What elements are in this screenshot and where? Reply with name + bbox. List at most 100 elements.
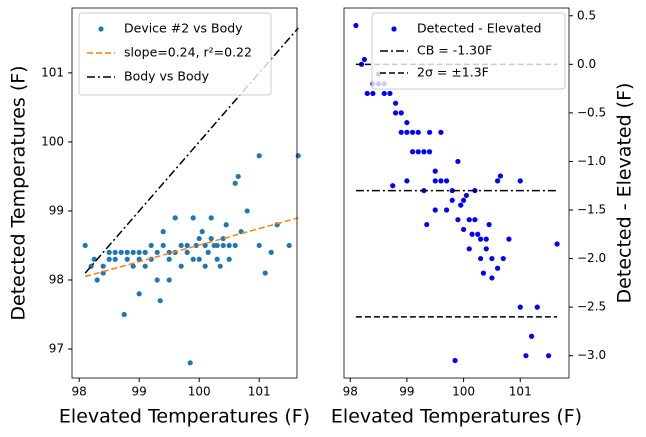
point xyxy=(205,249,211,255)
point xyxy=(202,242,208,249)
y-tick-label: 0.0 xyxy=(577,57,596,71)
point xyxy=(483,246,489,252)
legend: Detected - Elevated CB = -1.30F 2σ = ±1.3F xyxy=(371,12,566,90)
point xyxy=(426,149,433,155)
point xyxy=(256,242,262,249)
point xyxy=(390,183,396,189)
point xyxy=(121,311,127,318)
y-tick-label: −2.5 xyxy=(577,300,606,314)
y-tick-label: 101 xyxy=(41,65,64,79)
point xyxy=(118,249,124,255)
point xyxy=(494,265,501,271)
legend-label: 2σ = ±1.3F xyxy=(417,65,489,80)
point xyxy=(154,277,160,283)
y-tick-label: −3.0 xyxy=(577,348,606,362)
legend-marker xyxy=(391,26,397,32)
point xyxy=(404,178,410,184)
point xyxy=(398,129,404,135)
point xyxy=(184,249,190,255)
point xyxy=(187,360,193,366)
point xyxy=(286,242,292,249)
point xyxy=(136,291,142,297)
point xyxy=(232,242,238,249)
point xyxy=(262,270,268,276)
point xyxy=(477,255,484,262)
y-axis-label: Detected Temperatures (F) xyxy=(8,65,30,320)
point xyxy=(404,119,410,126)
point xyxy=(106,256,112,262)
point xyxy=(500,255,506,262)
point xyxy=(455,158,461,165)
point xyxy=(208,215,214,221)
point xyxy=(472,217,478,223)
point xyxy=(94,277,100,283)
point xyxy=(415,129,421,135)
point xyxy=(220,235,226,242)
y-tick-label: 0.5 xyxy=(577,8,596,22)
point xyxy=(232,180,238,186)
point xyxy=(178,242,184,249)
point xyxy=(424,221,430,228)
point xyxy=(534,304,540,310)
point xyxy=(172,215,178,221)
point xyxy=(463,192,470,199)
point xyxy=(489,275,495,281)
point xyxy=(106,249,112,255)
point xyxy=(432,178,438,184)
point xyxy=(235,173,241,180)
point xyxy=(217,263,223,269)
point xyxy=(178,263,184,269)
line xyxy=(84,27,299,274)
point xyxy=(466,217,472,223)
point xyxy=(226,256,232,262)
point xyxy=(214,242,220,249)
point xyxy=(130,249,136,255)
point xyxy=(392,110,399,116)
point xyxy=(226,242,232,249)
point xyxy=(458,202,464,208)
point xyxy=(438,129,444,135)
point xyxy=(124,249,130,255)
point xyxy=(370,90,376,97)
plot-area xyxy=(353,22,560,364)
point xyxy=(466,246,472,252)
point xyxy=(199,229,205,235)
point xyxy=(190,256,196,262)
point xyxy=(409,129,416,135)
point xyxy=(477,236,484,242)
point xyxy=(415,149,421,155)
point xyxy=(124,256,130,262)
point xyxy=(438,178,444,184)
point xyxy=(160,242,166,249)
point xyxy=(196,235,202,242)
y-tick-label: −1.0 xyxy=(577,154,606,168)
point xyxy=(166,256,172,262)
point xyxy=(497,173,504,179)
y-axis-label: Detected - Elevated (F) xyxy=(614,83,636,304)
point xyxy=(154,249,160,255)
point xyxy=(214,256,220,262)
x-tick-label: 101 xyxy=(248,385,271,399)
point xyxy=(166,277,172,283)
point xyxy=(82,242,88,249)
point xyxy=(244,208,250,214)
x-axis-label: Elevated Temperatures (F) xyxy=(331,406,582,428)
legend: Device #2 vs Body slope=0.24, r²=0.22 Body… xyxy=(78,12,272,96)
point xyxy=(449,197,455,203)
point xyxy=(398,110,404,116)
point xyxy=(148,242,154,249)
legend-label: Detected - Elevated xyxy=(417,21,541,36)
point xyxy=(404,129,410,135)
x-tick-label: 98 xyxy=(343,385,358,399)
legend-box xyxy=(371,12,566,90)
point xyxy=(426,129,433,135)
x-tick-label: 98 xyxy=(72,385,87,399)
point xyxy=(460,197,467,203)
point xyxy=(361,56,368,63)
y-tick-label: −2.0 xyxy=(577,251,606,265)
point xyxy=(392,100,399,106)
point xyxy=(460,226,467,233)
axes-frame xyxy=(71,7,298,379)
axes-frame xyxy=(343,7,570,379)
